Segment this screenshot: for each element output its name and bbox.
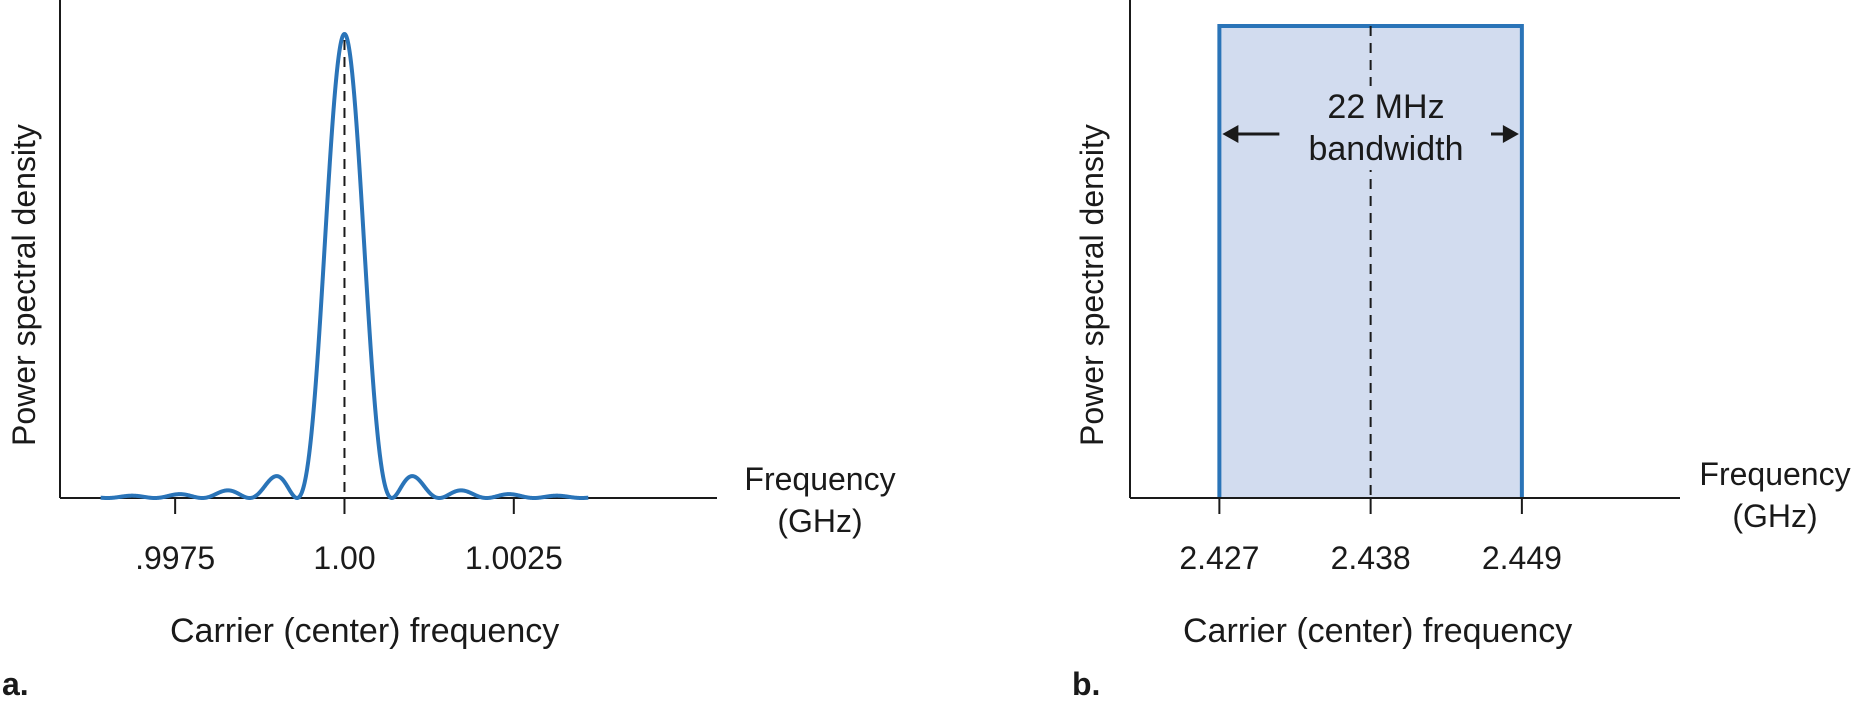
chart-b-caption: Carrier (center) frequency [1183, 612, 1573, 650]
chart-b-tick-label: 2.427 [1179, 540, 1260, 576]
chart-b-xlabel: Frequency (GHz) [1680, 453, 1869, 537]
chart-b-xlabel-line2: (GHz) [1732, 498, 1818, 534]
chart-panel-b: Power spectral density 22 MHz bandwidth … [1070, 0, 1869, 702]
chart-a-tick-label: 1.0025 [464, 540, 563, 576]
chart-panel-a: Power spectral density Frequency (GHz) .… [0, 0, 930, 702]
chart-a-psd-curve [99, 32, 590, 500]
chart-a-tick-label: .9975 [135, 540, 216, 576]
chart-b-panel-label: b. [1072, 666, 1101, 702]
chart-b-tick-label: 2.449 [1481, 540, 1562, 576]
chart-b-right-arrowhead [1502, 125, 1519, 143]
chart-b-annotation-line2: bandwidth [1308, 130, 1464, 168]
chart-a-tick-label: 1.00 [313, 540, 376, 576]
chart-a-ylabel: Power spectral density [6, 124, 42, 446]
chart-b-annotation: 22 MHz bandwidth [1281, 86, 1491, 170]
chart-a-xlabel-line2: (GHz) [777, 503, 863, 539]
chart-b-xlabel-line1: Frequency [1699, 456, 1851, 492]
chart-b-annotation-line1: 22 MHz [1327, 88, 1445, 126]
chart-a-xlabel-line1: Frequency [744, 461, 896, 497]
chart-a-plot [59, 0, 717, 514]
chart-b-left-arrowhead [1222, 125, 1239, 143]
chart-b-ylabel: Power spectral density [1074, 124, 1110, 446]
chart-b-tick-label: 2.438 [1330, 540, 1411, 576]
chart-a-caption: Carrier (center) frequency [170, 612, 560, 650]
chart-a-panel-label: a. [2, 666, 29, 702]
chart-a-xlabel: Frequency (GHz) [720, 458, 920, 542]
